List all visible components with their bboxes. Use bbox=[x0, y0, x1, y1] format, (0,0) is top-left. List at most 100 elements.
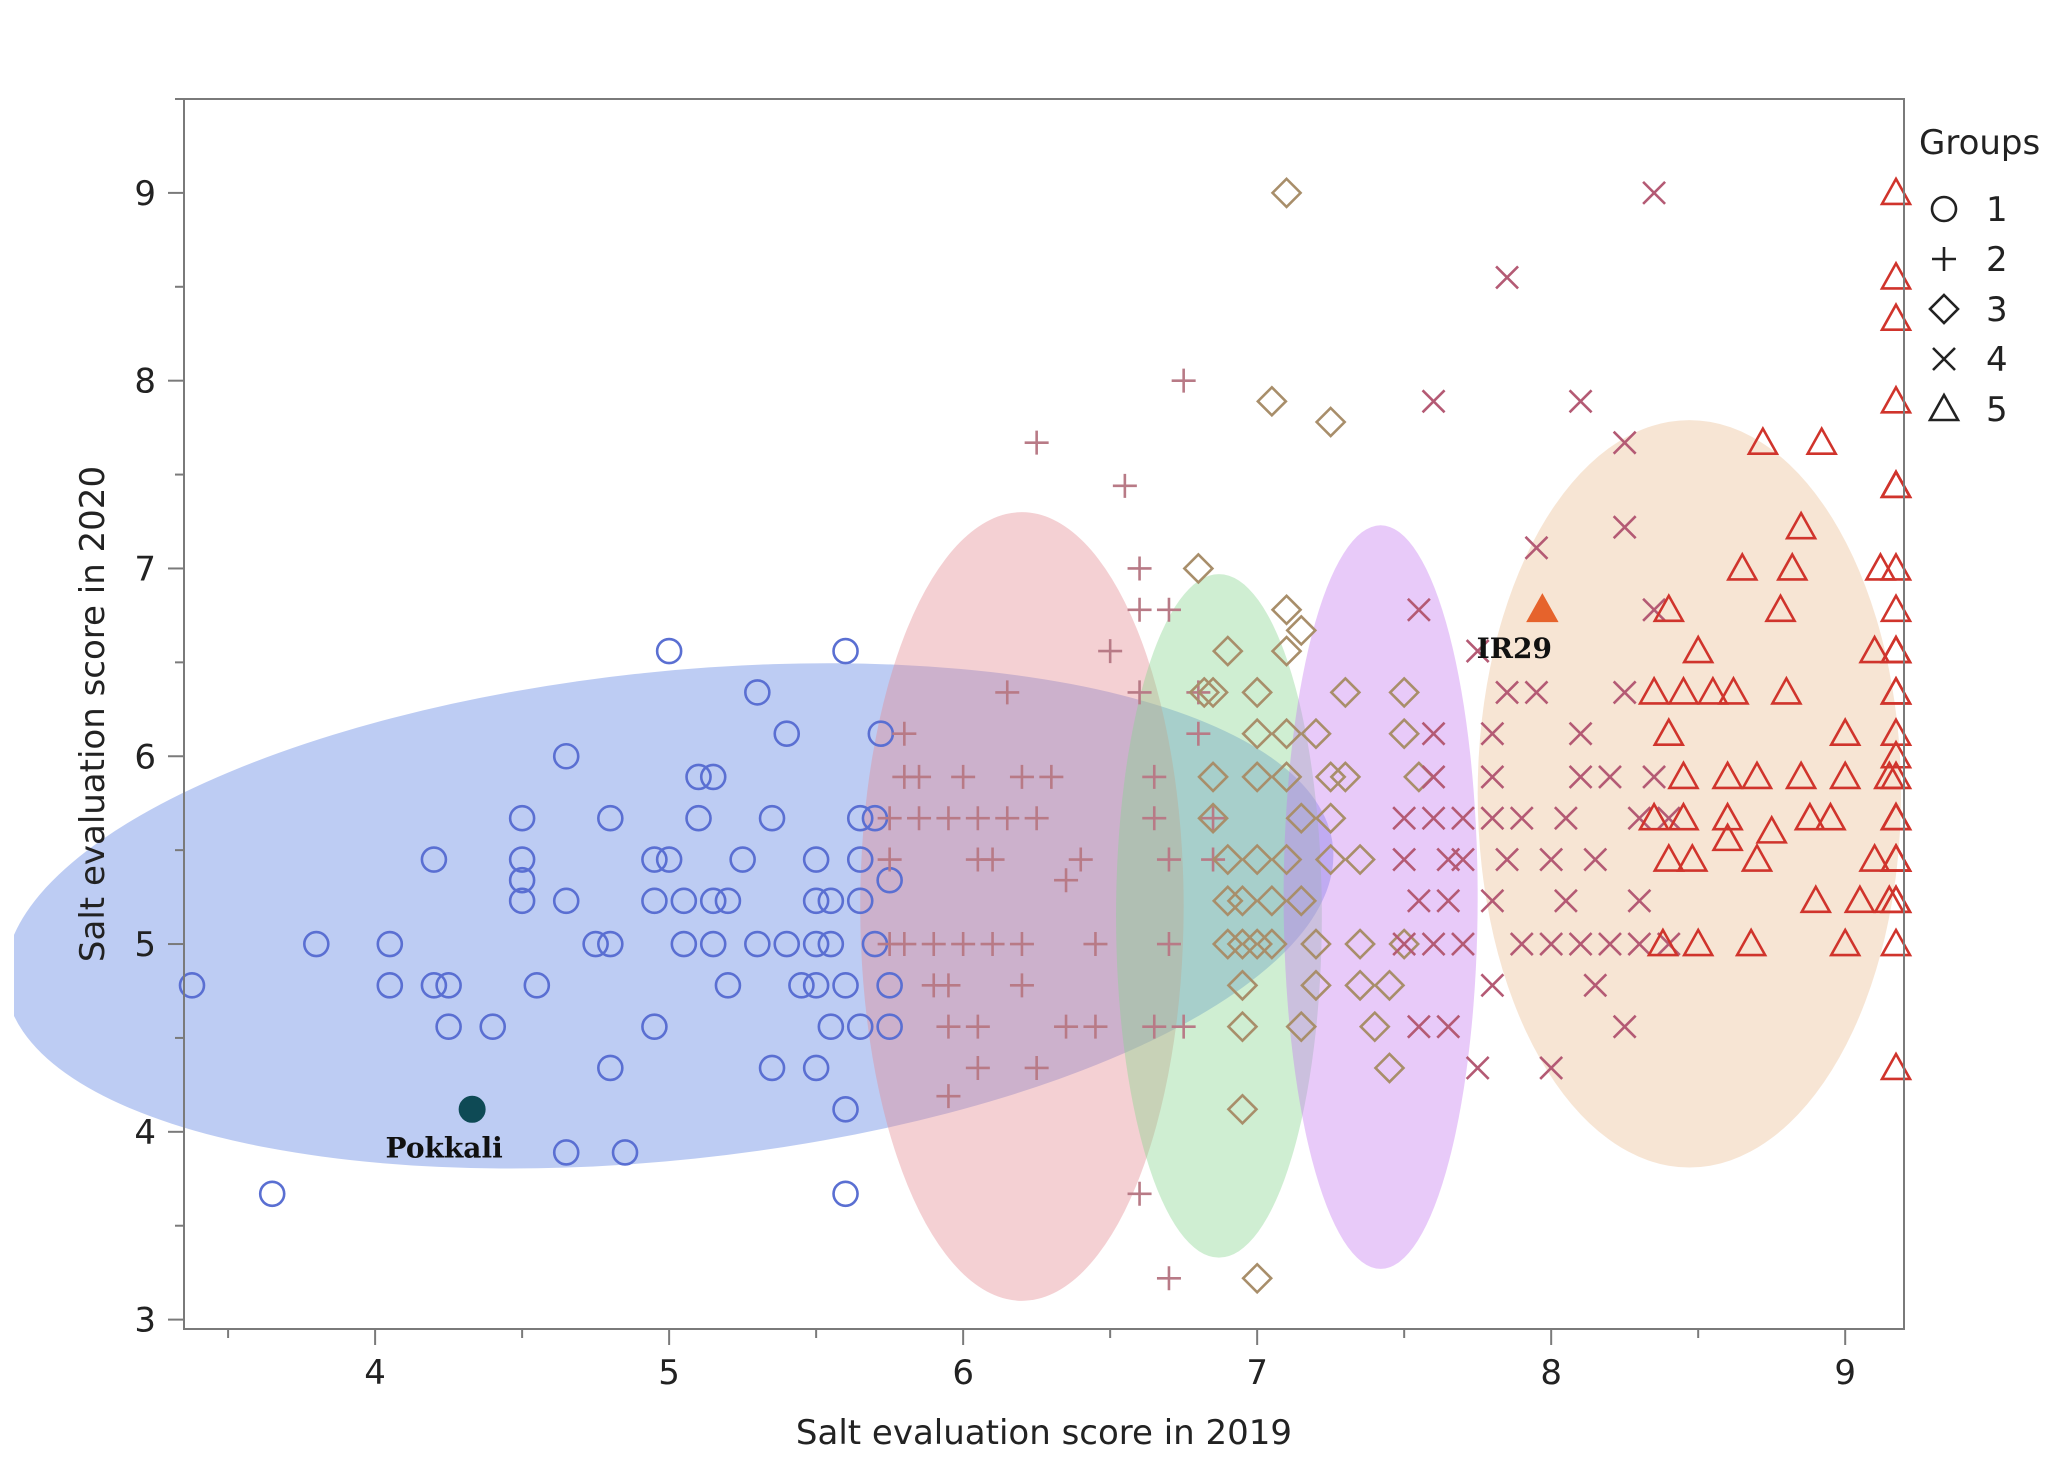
point-group-4 bbox=[1524, 680, 1549, 705]
point-group-1 bbox=[817, 930, 845, 958]
point-group-3 bbox=[1270, 717, 1303, 750]
point-group-4 bbox=[1568, 932, 1593, 956]
point-group-1 bbox=[832, 637, 859, 665]
point-group-1 bbox=[508, 866, 536, 894]
point-group-2 bbox=[892, 932, 917, 957]
point-group-1 bbox=[597, 1054, 624, 1082]
point-group-1 bbox=[670, 887, 698, 915]
point-group-1 bbox=[597, 804, 624, 832]
point-group-1 bbox=[876, 1013, 903, 1040]
point-group-1 bbox=[846, 846, 874, 873]
point-group-2 bbox=[1156, 597, 1181, 622]
y-axis-label: Salt evaluation score in 2020 bbox=[73, 466, 113, 962]
point-group-3 bbox=[1226, 1093, 1259, 1126]
point-group-1 bbox=[641, 846, 668, 873]
point-group-4 bbox=[1598, 932, 1622, 956]
point-group-3 bbox=[1329, 761, 1362, 793]
point-group-5 bbox=[1784, 510, 1818, 540]
point-group-4 bbox=[1568, 389, 1593, 414]
point-group-4 bbox=[1421, 764, 1446, 789]
point-group-4 bbox=[1421, 932, 1446, 956]
point-group-4 bbox=[1392, 932, 1417, 956]
point-group-3 bbox=[1373, 1052, 1406, 1084]
point-group-4 bbox=[1612, 680, 1637, 705]
point-group-2 bbox=[1009, 973, 1034, 998]
point-group-3 bbox=[1241, 928, 1273, 960]
point-group-3 bbox=[1197, 802, 1229, 835]
point-group-5 bbox=[1652, 717, 1686, 747]
point-group-4 bbox=[1509, 806, 1534, 831]
point-group-4 bbox=[1509, 932, 1534, 956]
point-group-4 bbox=[1642, 180, 1667, 205]
point-group-3 bbox=[1270, 843, 1303, 876]
point-group-2 bbox=[1127, 597, 1152, 622]
point-group-1 bbox=[699, 763, 727, 791]
point-group-4 bbox=[1627, 932, 1652, 956]
point-group-4 bbox=[1480, 806, 1505, 831]
point-group-4 bbox=[1627, 806, 1652, 831]
point-group-2 bbox=[877, 806, 902, 831]
point-group-1 bbox=[817, 887, 845, 915]
point-group-1 bbox=[876, 972, 903, 999]
point-group-2 bbox=[1054, 868, 1079, 893]
legend-label: 3 bbox=[1986, 290, 2008, 330]
point-group-1 bbox=[435, 1013, 462, 1040]
point-group-4 bbox=[1495, 680, 1519, 705]
point-group-4 bbox=[1568, 721, 1593, 746]
scatter-chart: Pokkali IR29 4 5 6 7 8 9 3 4 5 6 7 8 9 Salt evaluati… bbox=[14, 98, 2040, 1453]
point-group-1 bbox=[178, 972, 206, 999]
point-group-2 bbox=[980, 847, 1005, 872]
highlight-point-ir29 bbox=[1526, 593, 1559, 623]
point-group-1 bbox=[303, 930, 330, 958]
point-group-3 bbox=[1241, 761, 1273, 793]
plot-area-border bbox=[183, 98, 1905, 1330]
point-group-5 bbox=[1652, 842, 1686, 872]
point-group-2 bbox=[1068, 847, 1093, 872]
y-tick-label: 3 bbox=[134, 1301, 156, 1341]
x-tick-label: 5 bbox=[658, 1353, 680, 1393]
point-group-2 bbox=[1127, 1181, 1152, 1206]
point-group-2 bbox=[1186, 721, 1211, 746]
point-group-1 bbox=[846, 1013, 874, 1040]
point-group-5 bbox=[1740, 760, 1774, 790]
point-group-4 bbox=[1421, 806, 1446, 831]
ellipse-group-2 bbox=[860, 512, 1184, 1301]
point-group-4 bbox=[1539, 847, 1564, 872]
point-group-3 bbox=[1314, 406, 1347, 438]
point-group-3 bbox=[1314, 802, 1347, 835]
point-group-1 bbox=[508, 846, 536, 873]
point-group-5 bbox=[1828, 760, 1862, 790]
point-group-3 bbox=[1285, 614, 1318, 647]
legend-symbol-triangle bbox=[1927, 392, 1961, 422]
legend-symbol-x bbox=[1932, 347, 1956, 371]
point-group-4 bbox=[1392, 847, 1417, 872]
point-group-1 bbox=[832, 1180, 859, 1208]
x-axis: 4 5 6 7 8 9 bbox=[227, 1329, 1856, 1393]
point-group-4 bbox=[1495, 265, 1519, 290]
point-group-4 bbox=[1451, 847, 1475, 872]
highlight-label-ir29: IR29 bbox=[1477, 632, 1552, 665]
point-group-1 bbox=[714, 972, 742, 999]
point-group-2 bbox=[1024, 1055, 1049, 1080]
point-group-5 bbox=[1843, 884, 1877, 914]
point-group-2 bbox=[1142, 764, 1167, 789]
legend-label: 1 bbox=[1986, 190, 2008, 230]
point-group-5 bbox=[1799, 884, 1833, 914]
point-group-3 bbox=[1226, 928, 1259, 960]
point-group-5 bbox=[1652, 593, 1686, 623]
point-group-1 bbox=[552, 742, 580, 770]
point-group-2 bbox=[980, 932, 1005, 957]
point-group-5 bbox=[1858, 634, 1891, 664]
point-group-3 bbox=[1329, 676, 1362, 709]
point-group-1 bbox=[758, 1054, 786, 1082]
point-group-2 bbox=[1039, 764, 1064, 789]
legend-symbol-diamond bbox=[1928, 293, 1960, 325]
point-group-1 bbox=[685, 763, 712, 791]
point-group-1 bbox=[376, 972, 404, 999]
point-group-1 bbox=[582, 930, 609, 958]
point-group-3 bbox=[1241, 843, 1273, 876]
point-group-1 bbox=[655, 637, 683, 665]
point-group-1 bbox=[802, 846, 830, 873]
point-group-3 bbox=[1226, 885, 1259, 917]
point-group-5 bbox=[1681, 634, 1715, 664]
